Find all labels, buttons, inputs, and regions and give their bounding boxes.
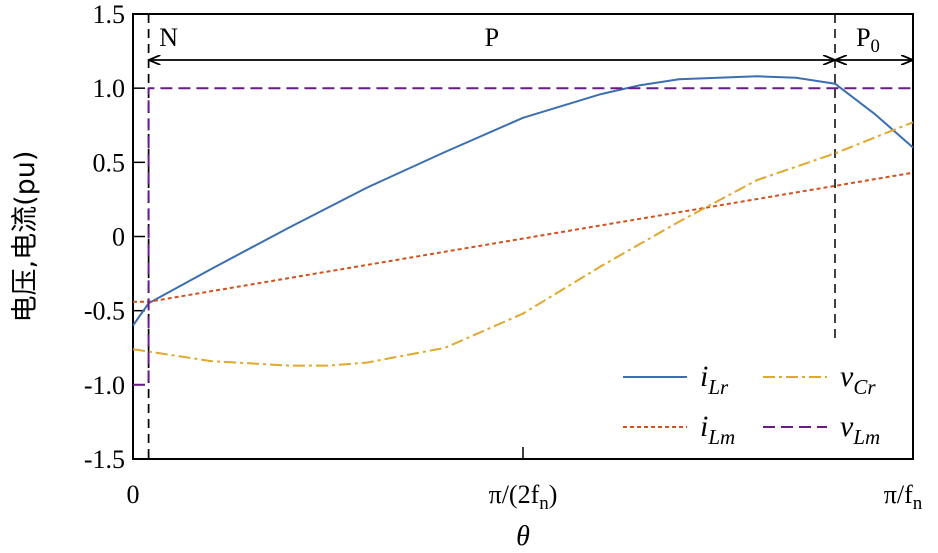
y-tick-label-0: 1.5 [93,0,126,29]
plot-frame [132,13,914,460]
y-tick-label-4: -0.5 [84,297,125,326]
interval-label-P0: P0 [856,23,880,57]
y-tick-label-3: 0 [112,223,125,252]
series-line-vCr [132,121,914,367]
y-tick-label-5: -1.0 [84,371,125,400]
legend-label-vCr: vCr [840,360,876,399]
series-line-iLr [132,75,914,327]
series-line-iLm [133,171,914,303]
x-tick-label-2: π/fn [884,480,923,514]
legend-label-vLm: vLm [840,410,880,449]
interval-label-P: P [485,23,499,52]
legend-label-iLm: iLm [700,410,735,449]
y-tick-label-2: 0.5 [93,148,126,177]
y-axis-label: 电压,电流(pu) [10,151,41,323]
x-tick-label-0: 0 [127,480,140,509]
y-tick-label-1: 1.0 [93,74,126,103]
y-tick-label-6: -1.5 [84,445,125,474]
legend-label-iLr: iLr [700,360,729,399]
series-line-vLm [133,87,913,386]
interval-label-N: N [159,23,178,52]
x-axis-label: θ [516,521,530,552]
x-tick-label-1: π/(2fn) [489,480,558,514]
